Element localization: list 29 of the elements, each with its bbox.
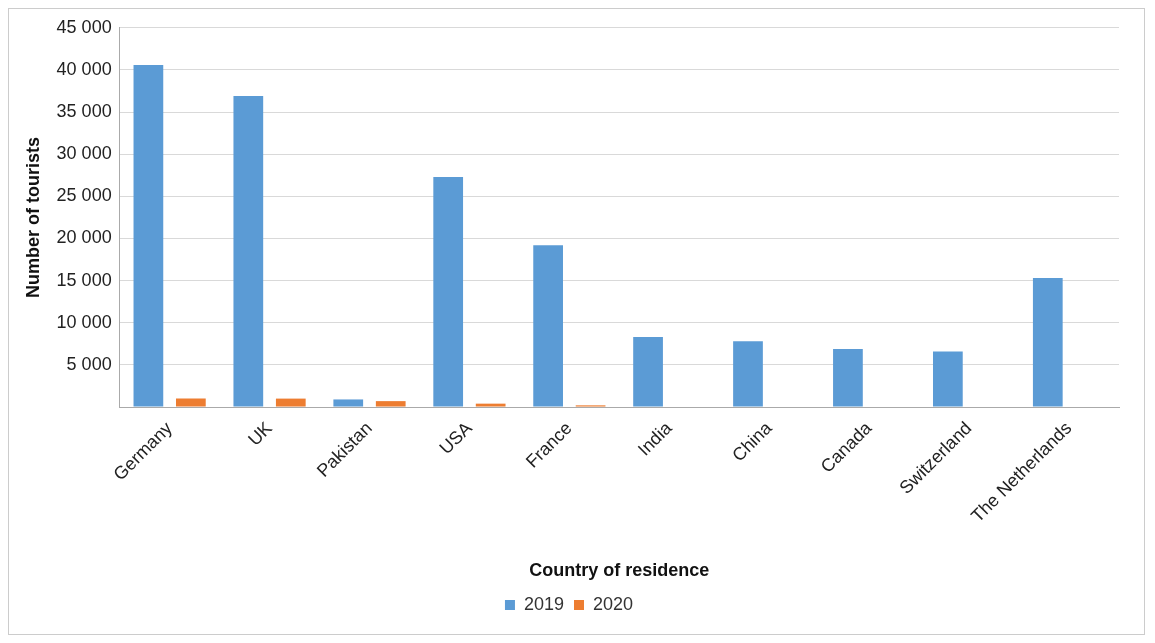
x-tick-label: UK: [244, 417, 276, 450]
y-tick-label: 40 000: [56, 58, 112, 79]
bar: [475, 403, 506, 407]
bar: [1032, 278, 1063, 407]
bar: [375, 401, 406, 407]
bar: [133, 64, 164, 407]
x-axis-title: Country of residence: [529, 560, 710, 581]
bar: [633, 337, 663, 407]
y-tick-label: 25 000: [56, 185, 112, 206]
bar: [333, 399, 364, 407]
y-tick-label: 45 000: [56, 16, 112, 37]
bar: [175, 398, 206, 407]
bar: [933, 351, 963, 407]
bar: [733, 341, 763, 407]
y-tick-label: 35 000: [56, 101, 112, 122]
y-tick-label: 5 000: [66, 353, 112, 374]
x-tick-label: USA: [435, 417, 476, 459]
y-tick-label: 20 000: [56, 227, 112, 248]
bar: [275, 398, 306, 407]
y-tick-label: 10 000: [56, 311, 112, 332]
legend-label: 2020: [593, 593, 634, 614]
bar: [433, 176, 464, 407]
y-axis-title: Number of tourists: [22, 136, 43, 298]
bar: [833, 348, 863, 407]
y-tick-label: 30 000: [56, 143, 112, 164]
bar: [233, 96, 264, 407]
y-tick-label: 15 000: [56, 269, 112, 290]
legend-label: 2019: [523, 593, 564, 614]
bar: [533, 245, 563, 407]
